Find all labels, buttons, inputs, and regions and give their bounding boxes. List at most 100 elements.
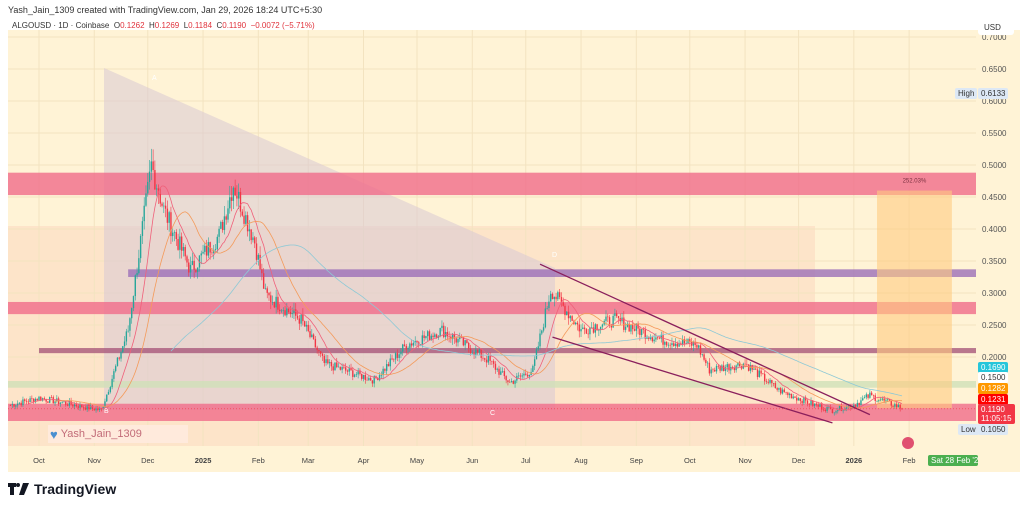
close-value: 0.1190	[222, 21, 247, 30]
candle-body	[678, 343, 680, 347]
ma1-price-label: 0.1690	[978, 362, 1009, 373]
candle-body	[632, 325, 634, 330]
candle-body	[82, 407, 85, 408]
candle-body	[655, 337, 657, 340]
brand-name: TradingView	[34, 481, 117, 497]
candle-body	[521, 375, 523, 377]
candle-body	[448, 336, 450, 337]
candle-body	[799, 398, 802, 401]
candle-body	[20, 402, 22, 406]
candle-body	[494, 363, 497, 370]
candle-body	[794, 396, 796, 398]
candle-body	[705, 359, 707, 364]
candle-body	[594, 324, 596, 333]
candle-body	[694, 341, 696, 345]
candle-body	[246, 215, 249, 232]
candle-body	[366, 379, 368, 381]
candle-body	[207, 242, 210, 256]
tradingview-logo-icon	[8, 483, 29, 495]
time-tick-label: Apr	[358, 456, 370, 465]
candle-body	[84, 407, 87, 410]
candle-body	[13, 404, 15, 407]
symbol-info[interactable]: ALGOUSD · 1D · Coinbase	[12, 21, 110, 30]
candle-body	[612, 315, 614, 328]
candle-body	[300, 314, 302, 324]
candle-body	[407, 347, 409, 350]
candle-body	[93, 408, 95, 411]
time-tick-label: Jun	[466, 456, 478, 465]
candle-body	[541, 330, 543, 334]
candle-body	[186, 256, 188, 263]
candle-body	[546, 308, 548, 309]
candle-body	[352, 370, 354, 377]
candle-body	[781, 389, 784, 394]
candle-body	[840, 405, 843, 411]
candle-body	[651, 337, 654, 342]
price-tick-label: 0.6500	[982, 65, 1007, 74]
candle-body	[337, 366, 340, 368]
candle-body	[188, 262, 190, 273]
candle-body	[264, 288, 267, 289]
candle-body	[767, 382, 769, 383]
candle-body	[205, 245, 208, 256]
candle-body	[385, 364, 388, 371]
candle-body	[361, 373, 363, 379]
crosshair-date-label: Sat 28 Feb '2	[928, 455, 978, 466]
low-label: L	[183, 21, 189, 30]
candle-body	[382, 368, 384, 376]
candle-body	[179, 236, 181, 250]
candle-body	[457, 339, 459, 343]
candle-body	[894, 404, 896, 407]
candle-body	[136, 273, 138, 276]
candle-body	[633, 329, 636, 331]
candle-body	[443, 325, 445, 338]
candle-body	[172, 232, 174, 237]
candle-body	[268, 292, 270, 296]
candle-body	[245, 215, 247, 224]
candle-body	[489, 356, 491, 361]
candle-body	[202, 251, 204, 254]
candle-body	[726, 364, 728, 368]
candle-body	[642, 329, 645, 330]
candle-body	[334, 362, 336, 371]
candle-body	[81, 404, 83, 408]
candle-body	[607, 316, 609, 318]
candle-body	[143, 205, 145, 222]
candle-body	[517, 375, 520, 377]
candle-body	[715, 365, 718, 372]
candle-body	[248, 229, 251, 232]
candle-body	[375, 376, 377, 378]
candle-body	[193, 260, 195, 270]
candle-body	[291, 313, 293, 315]
candle-body	[141, 221, 144, 237]
candle-body	[487, 356, 490, 363]
candle-body	[200, 253, 202, 256]
candle-body	[567, 311, 570, 319]
candle-body	[762, 373, 764, 375]
candle-body	[106, 394, 108, 402]
candle-body	[25, 400, 28, 402]
candle-body	[9, 405, 12, 406]
price-tick-label: 0.4500	[982, 193, 1007, 202]
candle-body	[134, 275, 136, 297]
candle-body	[227, 208, 229, 220]
candle-body	[213, 250, 215, 253]
candle-body	[359, 370, 361, 374]
candle-body	[480, 349, 482, 358]
candle-body	[138, 258, 140, 274]
candle-body	[623, 317, 625, 330]
candle-body	[792, 396, 794, 399]
candle-body	[492, 361, 495, 364]
bar-countdown: 11:05:15	[981, 414, 1012, 423]
last-price-label: 0.1190 11:05:15	[978, 404, 1015, 424]
candle-body	[41, 398, 44, 401]
candle-body	[535, 349, 538, 360]
price-tick-label: 0.4000	[982, 225, 1007, 234]
currency-button[interactable]: USD	[978, 20, 1014, 35]
candle-body	[459, 337, 461, 340]
candle-body	[771, 379, 773, 384]
candle-body	[696, 344, 698, 348]
candle-body	[220, 221, 222, 229]
candle-body	[184, 247, 186, 257]
